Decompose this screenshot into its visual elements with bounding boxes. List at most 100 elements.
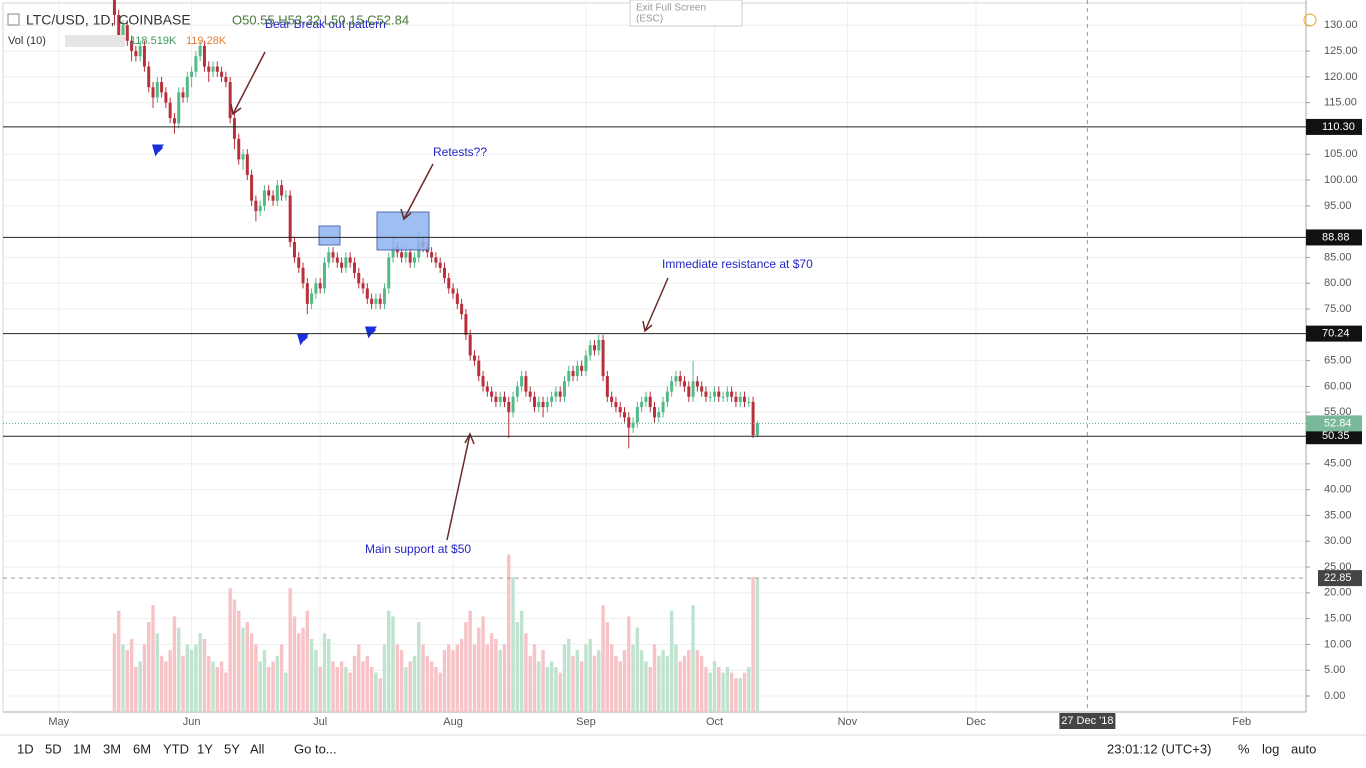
range-button[interactable]: 5Y	[224, 741, 240, 756]
candle-body	[305, 283, 309, 304]
exit-fullscreen[interactable]	[629, 0, 743, 27]
volume-bar	[241, 627, 245, 712]
annotation: Immediate resistance at $70	[662, 257, 813, 271]
volume-bar	[172, 616, 177, 712]
volume-bar	[498, 650, 502, 712]
volume-bar	[545, 667, 550, 712]
volume-bar	[207, 655, 211, 712]
candle-body	[541, 401, 545, 408]
volume-bar	[327, 638, 331, 712]
volume-bar	[704, 667, 708, 712]
y-tick-label: 55.00	[1324, 406, 1352, 418]
volume-bar	[301, 627, 305, 712]
candle-body	[177, 92, 181, 124]
scale-button[interactable]: log	[1262, 741, 1279, 756]
volume-bar	[532, 644, 537, 712]
volume-bar	[742, 672, 747, 712]
candle-body	[147, 66, 151, 88]
volume-bar	[442, 650, 447, 712]
candle-body	[160, 82, 164, 93]
candle-body	[374, 298, 378, 304]
range-button[interactable]: 1M	[73, 741, 91, 756]
volume-bar	[254, 644, 258, 712]
candle-body	[584, 355, 588, 371]
candle-body	[125, 25, 129, 41]
volume-bar	[421, 644, 425, 712]
volume-bar	[639, 650, 644, 712]
volume-bar	[125, 650, 130, 712]
volume-bar	[627, 616, 631, 712]
volume-bar	[395, 644, 400, 712]
range-button[interactable]: 6M	[133, 741, 151, 756]
ohlc-values: O50.55 H53.32 L50.15 C52.84	[232, 12, 409, 27]
volume-bar	[189, 650, 194, 712]
x-tick-label: May	[48, 716, 69, 728]
range-button[interactable]: 5D	[45, 741, 62, 756]
candle-body	[477, 360, 481, 377]
y-tick-label: 0.00	[1324, 690, 1345, 702]
volume-bar	[318, 667, 322, 712]
volume-bar	[537, 661, 541, 712]
x-tick-label: Jul	[313, 716, 327, 728]
volume-bar	[352, 655, 357, 712]
volume-bar	[112, 633, 117, 712]
alert-icon[interactable]	[1303, 13, 1317, 27]
volume-bar	[155, 633, 160, 712]
volume-bar	[567, 638, 571, 712]
candle-body	[588, 345, 592, 356]
volume-bar	[391, 616, 395, 712]
volume-bar	[249, 633, 254, 712]
scale-button[interactable]: %	[1238, 741, 1250, 756]
candle-body	[280, 185, 284, 196]
x-tick-label: Jun	[183, 716, 201, 728]
range-button[interactable]: 3M	[103, 741, 121, 756]
candle-body	[652, 407, 657, 418]
collapse-button[interactable]	[7, 13, 20, 26]
candle-body	[438, 262, 442, 268]
scale-button[interactable]: auto	[1291, 741, 1316, 756]
indicator-buttons[interactable]	[65, 35, 125, 47]
volume-bar	[455, 644, 460, 712]
candle-body	[275, 185, 279, 201]
volume-bar	[168, 650, 172, 712]
range-button[interactable]: 1D	[17, 741, 34, 756]
volume-bar	[575, 650, 580, 712]
candle-body	[755, 423, 759, 436]
range-button[interactable]: YTD	[163, 741, 189, 756]
candle-body	[382, 288, 386, 304]
goto-button[interactable]: Go to...	[294, 741, 337, 756]
crosshair-price-label: 22.85	[1324, 572, 1352, 584]
candle-body	[117, 14, 121, 36]
volume-bar	[708, 672, 712, 712]
range-button[interactable]: All	[250, 741, 265, 756]
candle-body	[451, 288, 455, 294]
volume-bar	[609, 644, 614, 712]
range-button[interactable]: 1Y	[197, 741, 213, 756]
volume-bar	[211, 661, 215, 712]
annotation: Bear Break out pattern	[265, 17, 386, 31]
volume-bar	[515, 622, 520, 712]
candle-body	[670, 381, 674, 392]
volume-bar	[729, 672, 734, 712]
candle-body	[575, 365, 579, 377]
volume-bar	[219, 661, 224, 712]
volume-bar	[507, 554, 511, 712]
x-tick-label: Sep	[576, 716, 596, 728]
volume-bar	[579, 661, 584, 712]
candle-body	[314, 283, 318, 294]
candle-body	[322, 262, 326, 289]
volume-bar	[682, 655, 687, 712]
level-label: 70.24	[1322, 328, 1350, 340]
y-tick-label: 120.00	[1324, 71, 1358, 83]
candle-body	[335, 257, 339, 263]
candle-body	[592, 345, 596, 351]
level-tag	[1306, 229, 1362, 246]
candle-body	[121, 25, 125, 36]
volume-bar	[601, 605, 605, 712]
candle-body	[708, 396, 712, 398]
volume-bar	[695, 650, 700, 712]
volume-bar	[644, 661, 648, 712]
volume-bar	[528, 655, 532, 712]
y-tick-label: 80.00	[1324, 277, 1352, 289]
